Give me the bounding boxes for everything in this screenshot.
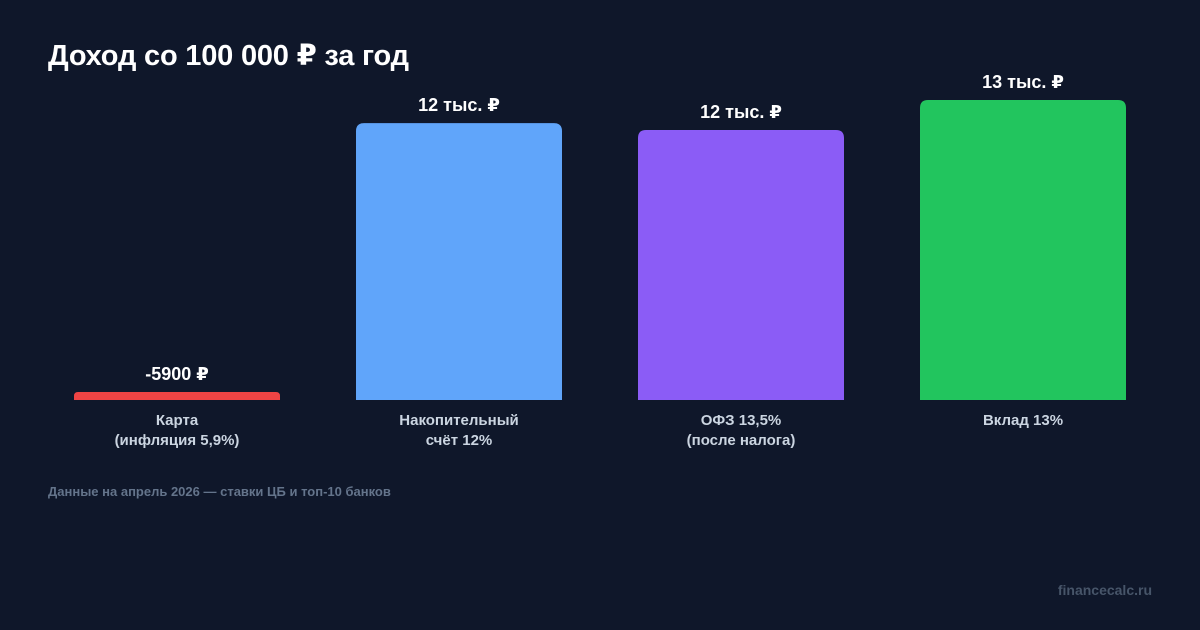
bar-2 [638,130,844,400]
bar-1 [356,123,562,401]
value-label-0: -5900 ₽ [145,364,209,384]
category-label-3-0: Вклад 13% [983,412,1063,429]
chart-title: Доход со 100 000 ₽ за год [48,40,409,72]
value-label-3: 13 тыс. ₽ [982,72,1064,92]
category-label-0-1: (инфляция 5,9%) [115,432,240,449]
category-label-1-0: Накопительный [399,412,518,429]
category-label-2-0: ОФЗ 13,5% [701,412,782,429]
value-label-1: 12 тыс. ₽ [418,95,500,115]
value-label-2: 12 тыс. ₽ [700,102,782,122]
site-credit: financecalc.ru [1057,582,1152,598]
category-label-0-0: Карта [156,412,199,429]
category-label-1-1: счёт 12% [426,432,493,449]
source-note: Данные на апрель 2026 — ставки ЦБ и топ-… [48,484,391,499]
bar-3 [920,100,1126,400]
bar-0 [74,392,280,400]
category-label-2-1: (после налога) [687,432,796,449]
